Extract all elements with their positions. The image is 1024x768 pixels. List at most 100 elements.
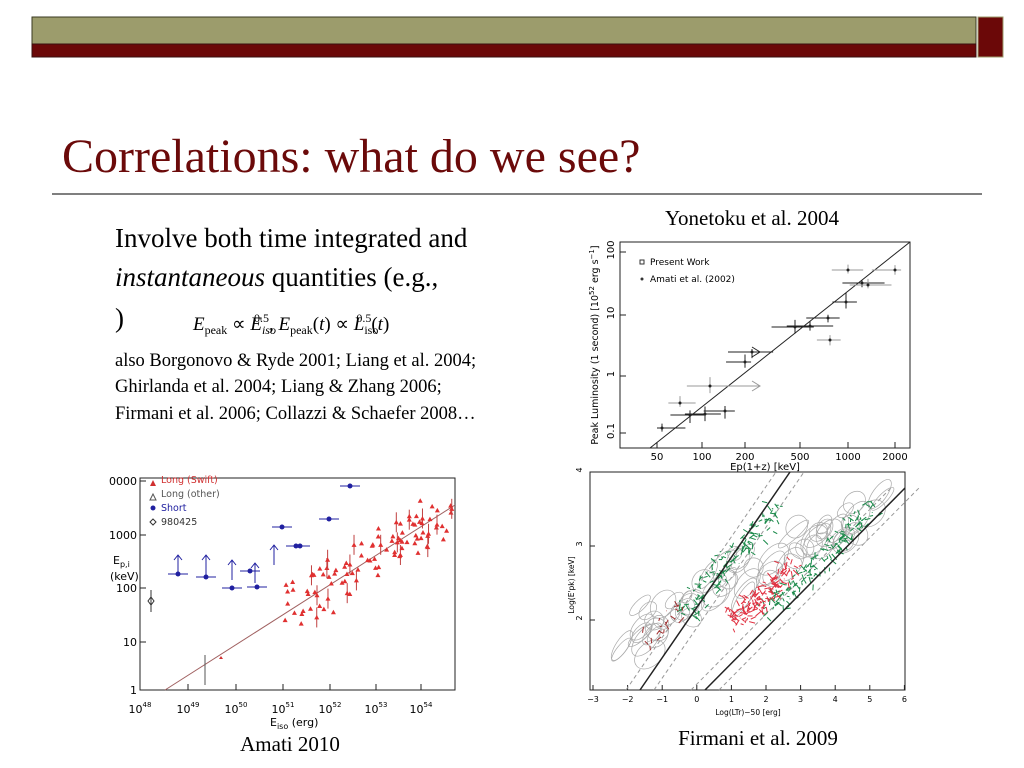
data-point xyxy=(351,542,357,547)
text-part: (erg) xyxy=(288,716,318,729)
track-segment xyxy=(752,593,756,598)
track-segment xyxy=(756,598,761,601)
data-point xyxy=(866,283,870,287)
track-segment xyxy=(834,530,839,534)
track-segment xyxy=(742,608,748,615)
track-segment xyxy=(725,563,732,569)
track-segment xyxy=(798,564,802,567)
fit-line xyxy=(649,241,911,449)
data-point xyxy=(378,542,384,547)
text-part: 53 xyxy=(379,701,388,709)
data-point xyxy=(414,536,420,541)
data-point xyxy=(349,570,355,576)
track-segment xyxy=(824,544,829,547)
track-segment xyxy=(840,530,845,533)
track-segment xyxy=(749,524,754,526)
bound-line xyxy=(653,471,805,691)
body-line: instantaneous quantities (e.g., xyxy=(115,262,438,292)
x-tick-label: 2 xyxy=(763,695,768,704)
track-segment xyxy=(698,576,704,580)
track-segment xyxy=(769,587,773,592)
text-part: iso xyxy=(364,323,378,337)
track-segment xyxy=(674,604,680,608)
data-point xyxy=(440,536,446,542)
track-segment xyxy=(755,525,759,528)
track-segment xyxy=(678,616,685,624)
track-segment xyxy=(771,583,777,586)
track-segment xyxy=(820,548,825,551)
track-segment xyxy=(749,589,754,595)
y-tick-label: 0000 xyxy=(109,475,137,488)
data-point xyxy=(434,522,440,527)
text-part: E xyxy=(270,716,277,729)
track-segment xyxy=(860,522,863,529)
track-segment xyxy=(695,595,700,601)
data-point xyxy=(372,556,378,561)
data-point xyxy=(317,566,323,571)
track-segment xyxy=(736,600,740,607)
x-tick-label: 200 xyxy=(735,452,754,463)
track-segment xyxy=(853,511,856,515)
track-segment xyxy=(826,555,829,559)
data-point xyxy=(285,601,291,606)
data-point xyxy=(434,507,440,513)
y-tick-label: 1 xyxy=(130,684,137,697)
track-segment xyxy=(748,549,751,555)
track-segment xyxy=(664,621,668,624)
track-segment xyxy=(842,539,846,542)
track-segment xyxy=(778,591,786,597)
track-segment xyxy=(782,598,785,602)
track-segment xyxy=(821,557,826,563)
track-segment xyxy=(792,582,797,588)
data-point xyxy=(828,338,832,342)
track-segment xyxy=(744,619,747,624)
contour xyxy=(743,557,764,578)
track-segment xyxy=(714,554,719,557)
x-tick-label: 6 xyxy=(902,695,907,704)
track-segment xyxy=(754,591,760,596)
data-point xyxy=(376,564,382,570)
track-segment xyxy=(741,545,744,552)
track-segment xyxy=(801,574,805,580)
text-part: ) xyxy=(383,314,389,335)
data-point xyxy=(427,516,433,522)
track-segment xyxy=(691,605,698,610)
track-segment xyxy=(697,610,700,617)
contour xyxy=(757,560,783,586)
text-part: 52 xyxy=(333,701,342,709)
y-tick-label: 100 xyxy=(116,582,137,595)
track-segment xyxy=(762,604,766,609)
track-segment xyxy=(812,554,819,559)
track-segment xyxy=(738,613,743,618)
limit-arrow-head xyxy=(173,554,183,561)
track-segment xyxy=(749,621,756,624)
text-part: 48 xyxy=(143,701,152,709)
track-segment xyxy=(795,569,799,574)
data-point xyxy=(390,533,396,539)
track-segment xyxy=(774,595,781,598)
data-point xyxy=(392,549,398,555)
y-tick-label: 100 xyxy=(606,240,617,259)
data-point xyxy=(320,571,326,577)
text-part: 10 xyxy=(177,703,191,716)
contour xyxy=(611,637,632,662)
track-segment xyxy=(715,589,720,594)
track-segment xyxy=(791,577,795,581)
contour xyxy=(678,593,701,615)
x-tick-label: 1052 xyxy=(319,701,342,716)
text-part: ( xyxy=(371,314,377,335)
data-point xyxy=(743,360,747,364)
data-point xyxy=(404,539,410,545)
data-point xyxy=(410,521,416,526)
track-segment xyxy=(786,595,790,598)
text-part: 49 xyxy=(191,701,200,709)
track-segment xyxy=(765,607,768,613)
track-segment xyxy=(731,618,735,621)
track-segment xyxy=(750,531,755,535)
track-segment xyxy=(741,603,744,609)
track-segment xyxy=(787,587,792,592)
track-segment xyxy=(807,569,811,574)
track-segment xyxy=(855,522,862,528)
track-segment xyxy=(785,586,789,591)
x-tick-label: 1051 xyxy=(272,701,295,716)
